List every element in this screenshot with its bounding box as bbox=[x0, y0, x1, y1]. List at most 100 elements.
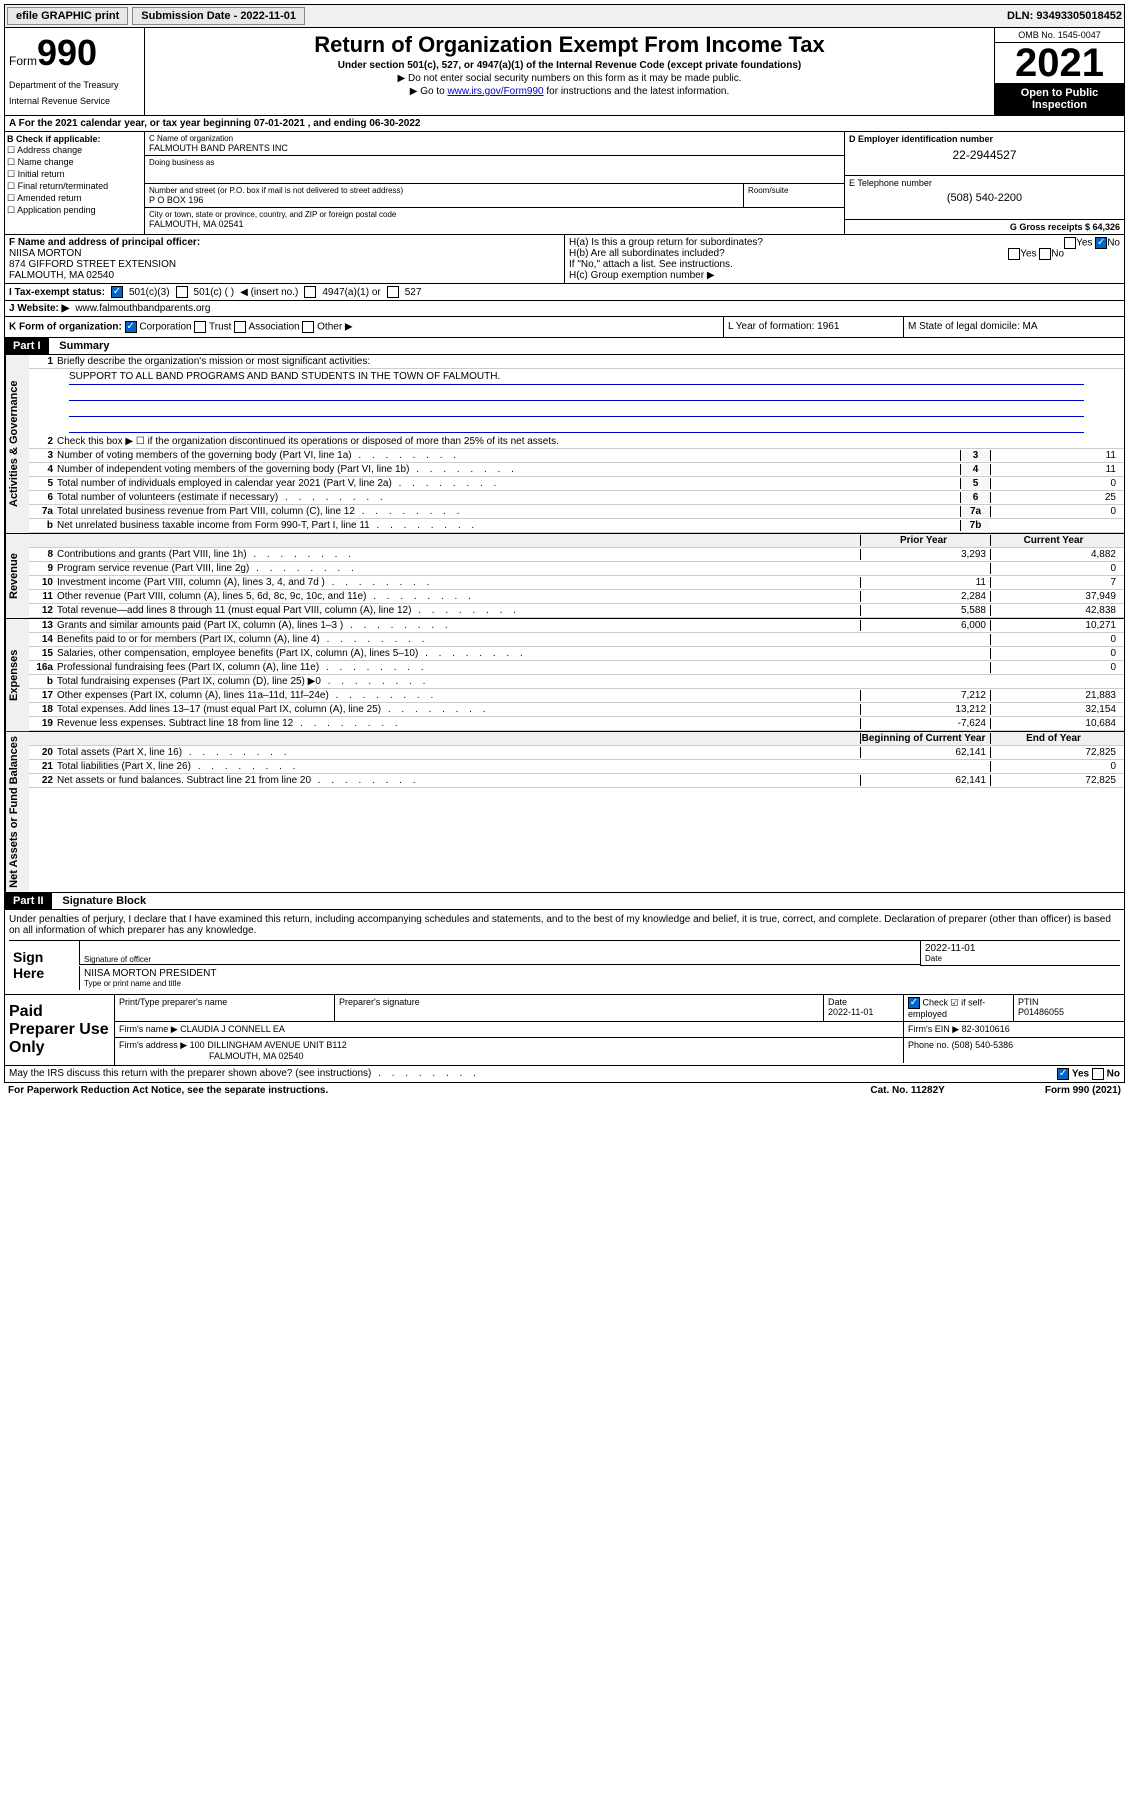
current-value: 32,154 bbox=[990, 704, 1120, 715]
prior-value: 13,212 bbox=[860, 704, 990, 715]
current-value: 72,825 bbox=[990, 775, 1120, 786]
yes-label: Yes bbox=[1072, 1068, 1089, 1079]
line-num: 9 bbox=[33, 563, 57, 574]
cell-gross: G Gross receipts $ 64,326 bbox=[845, 220, 1124, 234]
current-value: 42,838 bbox=[990, 605, 1120, 616]
ha-no[interactable]: ✓ bbox=[1095, 237, 1107, 249]
cell-phone: E Telephone number (508) 540-2200 bbox=[845, 176, 1124, 220]
public-inspection: Open to Public Inspection bbox=[995, 83, 1124, 115]
revenue-header: Prior Year Current Year bbox=[29, 534, 1124, 548]
line-value: 0 bbox=[990, 506, 1120, 517]
chk-amended[interactable]: ☐ Amended return bbox=[7, 193, 142, 204]
chk-name-change[interactable]: ☐ Name change bbox=[7, 157, 142, 168]
form-header: Form990 Department of the Treasury Inter… bbox=[4, 28, 1125, 116]
partii-title: Signature Block bbox=[54, 893, 154, 909]
sign-here-right: Signature of officer 2022-11-01 Date NII… bbox=[79, 941, 1120, 990]
ha-yes[interactable] bbox=[1064, 237, 1076, 249]
line-desc: Benefits paid to or for members (Part IX… bbox=[57, 634, 860, 645]
irs-link[interactable]: www.irs.gov/Form990 bbox=[447, 86, 543, 97]
summary-line: 10 Investment income (Part VIII, column … bbox=[29, 576, 1124, 590]
chk-4947[interactable] bbox=[304, 286, 316, 298]
chk-corp[interactable]: ✓ bbox=[125, 321, 137, 333]
summary-line: 20 Total assets (Part X, line 16) 62,141… bbox=[29, 746, 1124, 760]
line-num: 15 bbox=[33, 648, 57, 659]
prior-year-header: Prior Year bbox=[860, 535, 990, 546]
line-num: 6 bbox=[33, 492, 57, 503]
officer-addr1: 874 GIFFORD STREET EXTENSION bbox=[9, 259, 176, 270]
mission-blank2 bbox=[69, 403, 1084, 417]
phone-value: (508) 540-2200 bbox=[849, 192, 1120, 204]
firm-name-cell: Firm's name ▶ CLAUDIA J CONNELL EA bbox=[115, 1022, 904, 1037]
prep-row-1: Print/Type preparer's name Preparer's si… bbox=[115, 995, 1124, 1022]
summary-line: 13 Grants and similar amounts paid (Part… bbox=[29, 619, 1124, 633]
line-desc: Other expenses (Part IX, column (A), lin… bbox=[57, 690, 860, 701]
chk-other[interactable] bbox=[302, 321, 314, 333]
section-revenue-label: Revenue bbox=[5, 534, 29, 618]
current-value: 0 bbox=[990, 563, 1120, 574]
firm-ein-label: Firm's EIN ▶ bbox=[908, 1024, 959, 1034]
summary-line: 18 Total expenses. Add lines 13–17 (must… bbox=[29, 703, 1124, 717]
line-num: 22 bbox=[33, 775, 57, 786]
opt-assoc: Association bbox=[248, 322, 299, 333]
footer-last: For Paperwork Reduction Act Notice, see … bbox=[4, 1083, 1125, 1098]
chk-pending[interactable]: ☐ Application pending bbox=[7, 205, 142, 216]
submission-date-button[interactable]: Submission Date - 2022-11-01 bbox=[132, 7, 305, 25]
hb-yes[interactable] bbox=[1008, 248, 1020, 260]
chk-501c[interactable] bbox=[176, 286, 188, 298]
note2-post: for instructions and the latest informat… bbox=[544, 86, 730, 97]
discuss-no[interactable] bbox=[1092, 1068, 1104, 1080]
sig-date-label: Date bbox=[925, 954, 1116, 963]
row-i-label: I Tax-exempt status: bbox=[9, 287, 105, 298]
col-h-group: H(a) Is this a group return for subordin… bbox=[565, 235, 1124, 283]
summary-line: 4 Number of independent voting members o… bbox=[29, 463, 1124, 477]
officer-name: NIISA MORTON bbox=[9, 248, 81, 259]
line-desc: Program service revenue (Part VIII, line… bbox=[57, 563, 860, 574]
cell-city: City or town, state or province, country… bbox=[145, 208, 844, 231]
discuss-yes[interactable]: ✓ bbox=[1057, 1068, 1069, 1080]
row-j-website: J Website: ▶ www.falmouthbandparents.org bbox=[4, 301, 1125, 317]
chk-address-change[interactable]: ☐ Address change bbox=[7, 145, 142, 156]
chk-assoc[interactable] bbox=[234, 321, 246, 333]
note2-pre: ▶ Go to bbox=[410, 86, 448, 97]
ein-label: D Employer identification number bbox=[849, 134, 993, 144]
line-num: 5 bbox=[33, 478, 57, 489]
dba-label: Doing business as bbox=[149, 158, 840, 167]
line-num: 20 bbox=[33, 747, 57, 758]
line-value: 25 bbox=[990, 492, 1120, 503]
chk-trust[interactable] bbox=[194, 321, 206, 333]
parti-revenue: Revenue Prior Year Current Year 8 Contri… bbox=[4, 534, 1125, 619]
chk-final-return[interactable]: ☐ Final return/terminated bbox=[7, 181, 142, 192]
firm-addr2-value: FALMOUTH, MA 02540 bbox=[209, 1051, 304, 1061]
prep-row-2: Firm's name ▶ CLAUDIA J CONNELL EA Firm'… bbox=[115, 1022, 1124, 1038]
topbar: efile GRAPHIC print Submission Date - 20… bbox=[4, 4, 1125, 28]
line-box: 6 bbox=[960, 492, 990, 503]
chk-501c3[interactable]: ✓ bbox=[111, 286, 123, 298]
chk-initial-return[interactable]: ☐ Initial return bbox=[7, 169, 142, 180]
line-desc: Total expenses. Add lines 13–17 (must eq… bbox=[57, 704, 860, 715]
street-label: Number and street (or P.O. box if mail i… bbox=[149, 186, 739, 195]
form-ref: Form 990 (2021) bbox=[1045, 1085, 1121, 1096]
prior-value: 3,293 bbox=[860, 549, 990, 560]
line-num: 4 bbox=[33, 464, 57, 475]
firm-addr-cell: Firm's address ▶ 100 DILLINGHAM AVENUE U… bbox=[115, 1038, 904, 1063]
net-header: Beginning of Current Year End of Year bbox=[29, 732, 1124, 746]
firm-addr-label: Firm's address ▶ bbox=[119, 1040, 187, 1050]
cell-org-name: C Name of organization FALMOUTH BAND PAR… bbox=[145, 132, 844, 156]
efile-print-button[interactable]: efile GRAPHIC print bbox=[7, 7, 128, 25]
hb-no[interactable] bbox=[1039, 248, 1051, 260]
chk-527[interactable] bbox=[387, 286, 399, 298]
prior-value: 62,141 bbox=[860, 747, 990, 758]
prior-value: 2,284 bbox=[860, 591, 990, 602]
ha-label: H(a) Is this a group return for subordin… bbox=[569, 237, 763, 248]
firm-phone-label: Phone no. bbox=[908, 1040, 949, 1050]
chk-self-employed[interactable]: ✓ bbox=[908, 997, 920, 1009]
line-desc: Total number of volunteers (estimate if … bbox=[57, 492, 960, 503]
ptin-cell: PTIN P01486055 bbox=[1014, 995, 1124, 1021]
officer-addr2: FALMOUTH, MA 02540 bbox=[9, 270, 114, 281]
form-number: Form990 bbox=[9, 32, 140, 74]
hb-label: H(b) Are all subordinates included? bbox=[569, 248, 725, 259]
firm-name-value: CLAUDIA J CONNELL EA bbox=[180, 1024, 285, 1034]
parti-expenses: Expenses 13 Grants and similar amounts p… bbox=[4, 619, 1125, 732]
no-label: No bbox=[1107, 1068, 1120, 1079]
no-label: No bbox=[1107, 238, 1120, 249]
